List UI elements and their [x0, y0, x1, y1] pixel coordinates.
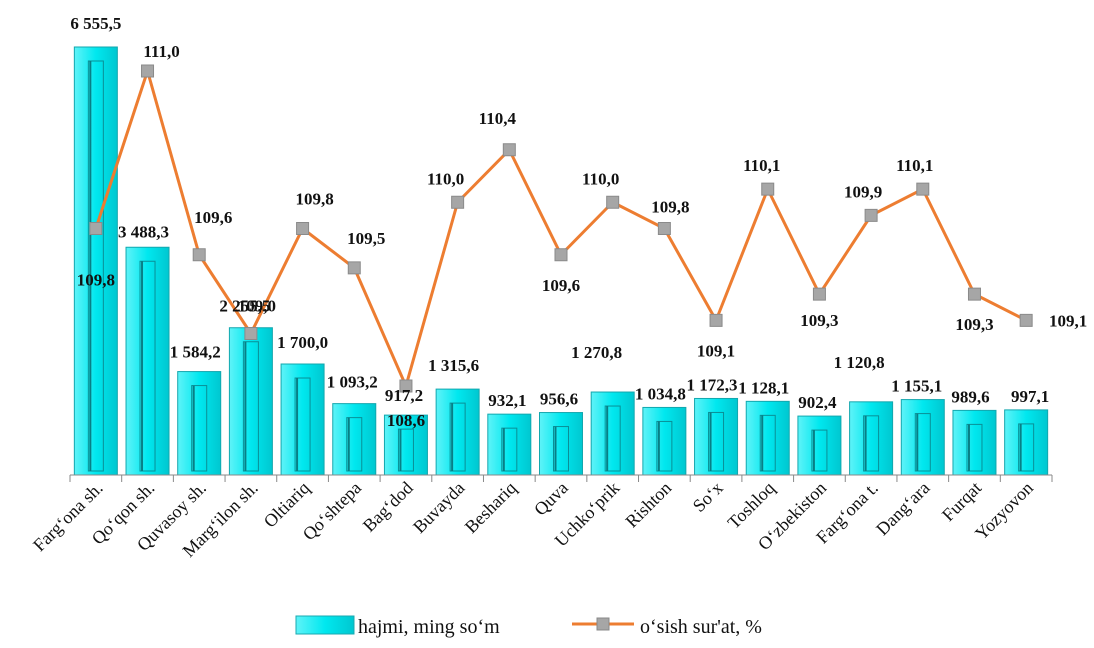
- line-value-label-9: 109,6: [542, 276, 580, 295]
- line-point-3: [244, 327, 258, 340]
- category-label-17: Furqat: [938, 478, 985, 525]
- bar-value-label-17: 989,6: [951, 387, 989, 406]
- line-value-label-4: 109,8: [295, 190, 333, 209]
- category-label-9: Quva: [530, 478, 572, 520]
- line-value-label-17: 109,3: [955, 315, 993, 334]
- category-label-11: Rishton: [621, 478, 675, 532]
- bar-4: [280, 363, 325, 476]
- line-point-4: [296, 222, 310, 235]
- category-label-6: Bag‘dod: [359, 478, 417, 536]
- line-value-label-3: 109,0: [238, 297, 276, 316]
- legend: hajmi, ming so‘m o‘sish sur'at, %: [295, 615, 762, 638]
- line-point-9: [554, 248, 568, 262]
- bar-value-label-4: 1 700,0: [277, 333, 328, 352]
- bar-value-label-15: 1 120,8: [834, 353, 885, 372]
- line-value-label-16: 110,1: [896, 156, 933, 175]
- bar-value-label-1: 3 488,3: [118, 222, 169, 241]
- bar-value-label-10: 1 270,8: [571, 343, 622, 362]
- x-ticks-layer: [69, 475, 1053, 482]
- category-label-7: Buvayda: [409, 478, 468, 537]
- bar-0: [73, 46, 118, 476]
- line-point-7: [451, 195, 465, 209]
- line-value-label-6: 108,6: [387, 411, 425, 430]
- category-label-8: Beshariq: [461, 478, 520, 537]
- line-point-17: [967, 287, 981, 301]
- bar-10: [590, 391, 635, 476]
- bar-5: [332, 403, 377, 476]
- bars-layer: [73, 46, 1049, 476]
- line-value-label-10: 110,0: [582, 169, 619, 188]
- line-value-label-7: 110,0: [427, 169, 464, 188]
- line-point-0: [89, 222, 103, 235]
- bar-value-label-7: 1 315,6: [428, 356, 479, 375]
- line-value-label-13: 110,1: [743, 156, 780, 175]
- bar-7: [435, 388, 480, 476]
- line-value-label-0: 109,8: [77, 271, 115, 290]
- legend-line-marker: [596, 617, 610, 631]
- bar-14: [797, 415, 842, 476]
- line-value-label-14: 109,3: [800, 311, 838, 330]
- legend-label-line: o‘sish sur'at, %: [640, 616, 762, 638]
- line-value-label-5: 109,5: [347, 229, 385, 248]
- bar-12: [694, 397, 739, 476]
- bar-value-label-6: 917,2: [385, 386, 423, 405]
- bar-value-label-2: 1 584,2: [170, 343, 221, 362]
- line-value-label-1: 111,0: [143, 42, 179, 61]
- bar-1: [125, 246, 170, 476]
- line-point-6: [399, 379, 413, 393]
- line-value-label-18: 109,1: [1049, 311, 1087, 330]
- category-label-12: So‘x: [689, 478, 727, 516]
- line-point-5: [347, 261, 361, 275]
- legend-label-bars: hajmi, ming so‘m: [358, 616, 500, 638]
- bar-13: [745, 400, 790, 476]
- bar-17: [952, 409, 997, 476]
- line-value-label-2: 109,6: [194, 208, 232, 227]
- bar-value-label-14: 902,4: [798, 393, 837, 412]
- line-point-13: [761, 182, 775, 196]
- bar-value-label-11: 1 034,8: [635, 384, 686, 403]
- bar-18: [1004, 409, 1049, 476]
- bar-value-label-0: 6 555,5: [70, 14, 121, 33]
- line-point-8: [502, 143, 516, 157]
- line-point-2: [192, 248, 206, 262]
- bar-value-label-13: 1 128,1: [738, 378, 789, 397]
- line-layer: [89, 64, 1033, 393]
- line-point-10: [606, 195, 620, 209]
- bar-value-label-3: 2 255,5: [219, 297, 270, 316]
- bar-15: [849, 401, 894, 476]
- bar-16: [900, 399, 945, 476]
- bar-9: [539, 412, 583, 476]
- bar-3: [228, 327, 273, 476]
- line-point-16: [916, 182, 930, 196]
- line-point-1: [141, 64, 155, 78]
- bar-value-label-18: 997,1: [1011, 387, 1049, 406]
- line-point-15: [864, 208, 878, 222]
- bar-value-label-9: 956,6: [540, 390, 578, 409]
- bar-value-label-16: 1 155,1: [891, 377, 942, 396]
- bar-8: [487, 413, 532, 476]
- line-value-label-12: 109,1: [697, 341, 735, 360]
- bar-value-label-12: 1 172,3: [687, 375, 738, 394]
- line-point-11: [657, 222, 671, 235]
- line-point-18: [1019, 313, 1033, 327]
- line-point-12: [709, 313, 723, 327]
- line-value-label-15: 109,9: [844, 182, 882, 201]
- category-label-0: Farg‘ona sh.: [29, 478, 107, 556]
- legend-swatch-bars: [295, 615, 355, 635]
- bar-2: [177, 371, 222, 476]
- line-value-label-8: 110,4: [479, 109, 517, 128]
- labels-layer: Farg‘ona sh.Qo‘qon sh.Quvasoy sh.Marg‘il…: [29, 14, 1087, 561]
- category-label-16: Dang‘ara: [872, 478, 933, 539]
- line-value-label-11: 109,8: [651, 198, 689, 217]
- bar-11: [642, 406, 687, 476]
- line-point-14: [812, 287, 826, 301]
- bar-6: [383, 414, 428, 476]
- bar-value-label-5: 1 093,2: [327, 373, 378, 392]
- bar-value-label-8: 932,1: [488, 391, 526, 410]
